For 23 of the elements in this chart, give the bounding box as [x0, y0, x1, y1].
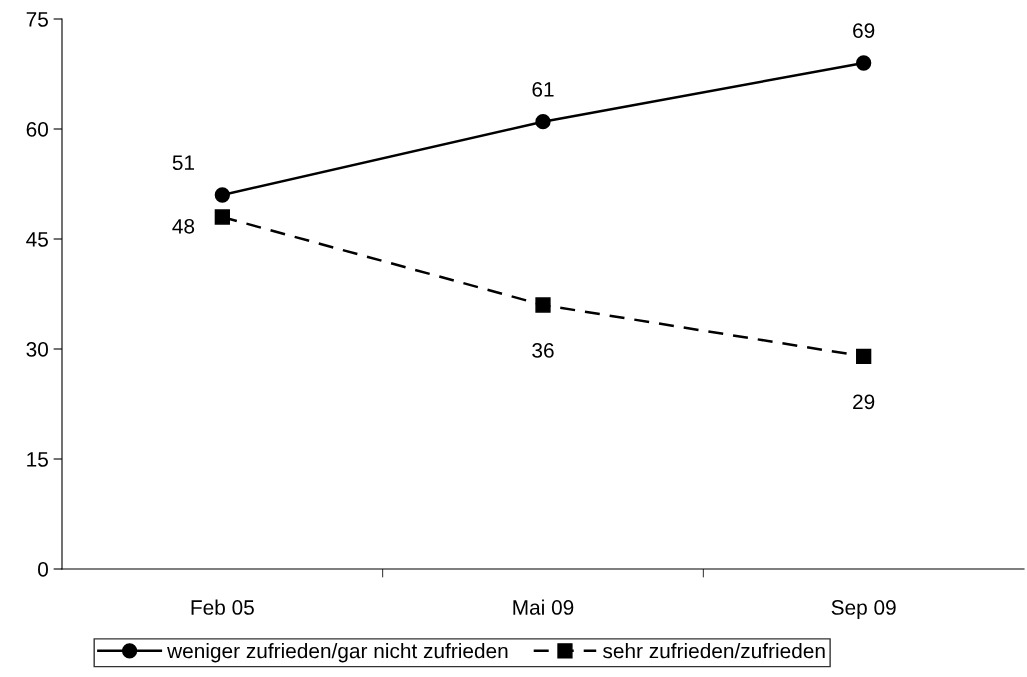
data-label: 48	[172, 218, 195, 234]
point	[214, 187, 230, 203]
y-tick-label: 60	[26, 122, 48, 137]
point	[856, 348, 872, 364]
legend-label: sehr zufrieden/zufrieden	[603, 643, 825, 659]
point	[535, 114, 551, 130]
data-label: 36	[532, 343, 554, 358]
y-tick-label: 45	[26, 232, 48, 247]
x-tick-label: Feb 05	[191, 599, 254, 615]
legend-label: weniger zufrieden/gar nicht zufrieden	[167, 643, 508, 663]
data-label: 51	[172, 155, 195, 171]
point	[856, 55, 872, 71]
y-tick-label: 15	[27, 452, 48, 467]
y-tick-label: 75	[26, 12, 48, 27]
data-label: 61	[532, 81, 554, 97]
x-tick-label: Mai 09	[513, 599, 574, 615]
point	[535, 297, 551, 313]
point	[214, 209, 230, 225]
x-tick-label: Sep 09	[831, 600, 896, 619]
y-tick-label: 30	[26, 342, 48, 357]
data-label: 69	[853, 23, 875, 39]
y-tick-label: 0	[38, 562, 48, 577]
data-label: 29	[853, 394, 875, 410]
